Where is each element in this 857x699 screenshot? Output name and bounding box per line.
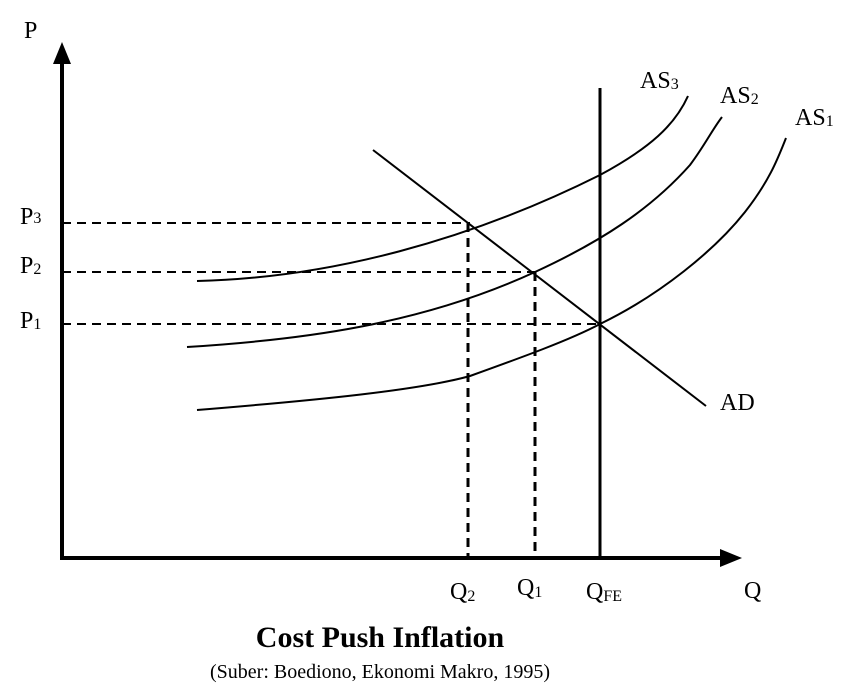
diagram-title: Cost Push Inflation	[255, 621, 505, 654]
y-axis-arrow	[53, 42, 71, 64]
as1-label: AS1	[795, 105, 834, 131]
as1-curve	[196, 137, 787, 411]
ad-curve	[372, 149, 707, 407]
dashed-guides	[62, 222, 600, 325]
as2-curve	[186, 116, 723, 348]
p1-label: P1	[20, 308, 41, 334]
q1-label: Q1	[517, 575, 542, 601]
x-axis-arrow	[720, 549, 742, 567]
ad-label: AD	[720, 390, 755, 416]
as2-label: AS2	[720, 83, 759, 109]
as3-curve	[196, 95, 689, 282]
qfe-label: QFE	[586, 579, 622, 605]
diagram-source: (Suber: Boediono, Ekonomi Makro, 1995)	[210, 661, 550, 683]
p3-label: P3	[20, 204, 41, 230]
y-axis-label: P	[24, 18, 37, 44]
as3-label: AS3	[640, 68, 679, 94]
dashed-drops	[466, 223, 537, 558]
q2-label: Q2	[450, 579, 475, 605]
p2-label: P2	[20, 253, 41, 279]
x-axis-label: Q	[744, 578, 761, 604]
